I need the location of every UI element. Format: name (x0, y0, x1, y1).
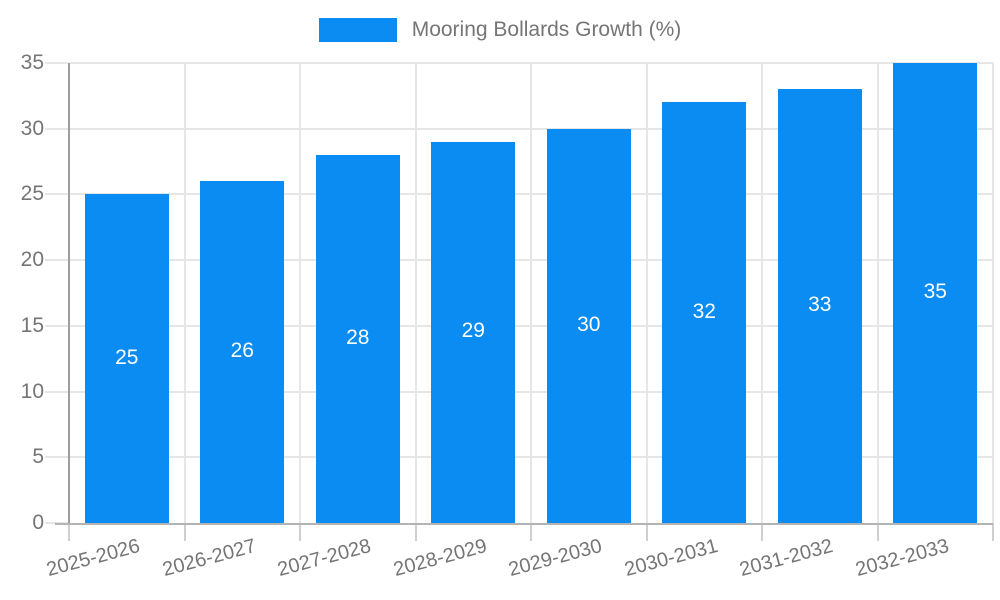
x-axis-tick (414, 523, 417, 541)
x-gridline (876, 63, 879, 523)
bar-value-label: 26 (230, 339, 254, 363)
bar-value-label: 28 (346, 326, 370, 349)
bar-2032-2033 (893, 63, 978, 523)
bar-2030-2031 (662, 102, 747, 523)
x-axis-tick (645, 523, 648, 541)
bar-value-label: 25 (115, 345, 139, 369)
x-axis-tick (530, 523, 532, 541)
y-axis-tick-label: 20 (20, 248, 44, 272)
x-gridline (299, 63, 301, 523)
x-gridline (183, 63, 186, 523)
y-axis-tick-label: 15 (20, 313, 44, 337)
y-axis-tick-label: 10 (20, 379, 44, 403)
x-axis-tick-label: 2029-2030 (506, 535, 605, 582)
bar-value-label: 35 (923, 280, 947, 303)
y-axis-tick-label: 25 (20, 182, 44, 206)
y-axis-tick (45, 456, 68, 459)
x-axis-tick (183, 523, 186, 541)
x-axis-tick (68, 523, 70, 541)
y-axis-tick-label: 5 (32, 445, 44, 469)
bar-2025-2026 (84, 194, 169, 523)
bar-value-label: 32 (692, 299, 716, 323)
y-axis-tick (45, 127, 68, 130)
x-gridline (530, 63, 532, 523)
x-axis-tick (299, 523, 301, 541)
y-axis-tick (45, 193, 68, 196)
bar-2031-2032 (777, 89, 862, 523)
y-axis-line (68, 63, 70, 523)
x-gridline (992, 63, 994, 523)
bar-2028-2029 (431, 141, 516, 523)
y-axis-tick (45, 62, 68, 64)
x-axis-tick (761, 523, 763, 541)
plot-area: 0 5 10 15 20 25 30 35 25 2025-2026 26 2026-2027 28 20… (21, 51, 994, 581)
x-axis-tick-label: 2027-2028 (275, 535, 374, 582)
legend-label: Mooring Bollards Growth (%) (411, 18, 682, 41)
x-axis-tick (876, 523, 879, 541)
x-gridline (645, 63, 648, 523)
bar-2026-2027 (200, 181, 285, 523)
x-axis-tick-label: 2026-2027 (159, 535, 258, 582)
y-axis-tick-label: 0 (32, 511, 44, 534)
bar-value-label: 33 (808, 293, 832, 317)
x-gridline (414, 63, 417, 523)
x-axis-tick-label: 2030-2031 (621, 535, 720, 582)
bar-value-label: 30 (577, 312, 601, 336)
y-axis-tick-label: 30 (20, 116, 44, 140)
x-axis-line (55, 523, 993, 525)
y-axis-tick-label: 35 (20, 51, 44, 74)
chart-legend: Mooring Bollards Growth (%) (0, 18, 1000, 42)
x-axis-tick (992, 523, 994, 541)
y-axis-tick (45, 390, 68, 393)
x-axis-tick-label: 2032-2033 (852, 535, 951, 582)
bar-value-label: 29 (461, 319, 485, 343)
y-axis-tick (45, 324, 68, 327)
y-axis-tick (45, 259, 68, 262)
x-axis-tick-label: 2025-2026 (44, 535, 143, 582)
bar-2027-2028 (315, 155, 400, 523)
bar-2029-2030 (546, 128, 631, 523)
x-axis-tick-label: 2028-2029 (390, 535, 489, 582)
x-gridline (761, 63, 763, 523)
x-axis-tick-label: 2031-2032 (737, 535, 836, 582)
legend-color-swatch (318, 18, 397, 42)
